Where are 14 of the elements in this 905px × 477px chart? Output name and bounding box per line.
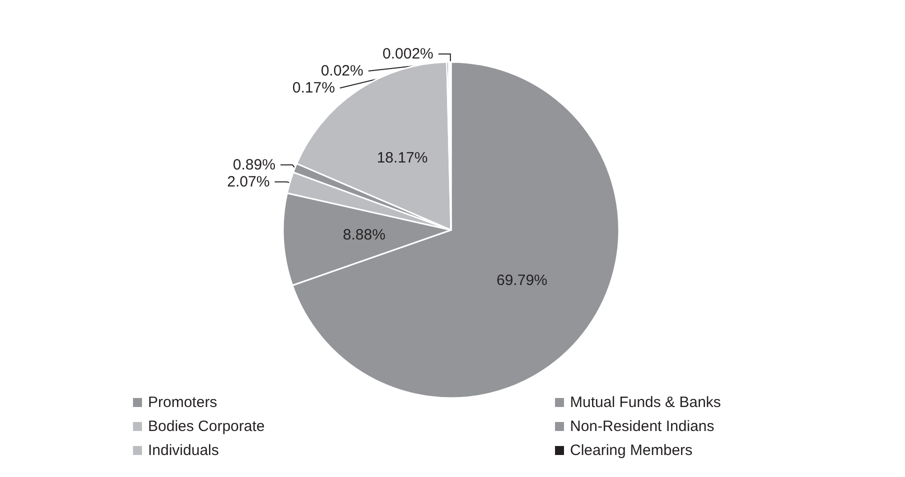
data-label: 2.07%	[227, 173, 270, 190]
data-label: 18.17%	[376, 149, 428, 166]
legend-label: Non-Resident Indians	[570, 418, 714, 435]
data-label: 69.79%	[496, 272, 548, 289]
data-label: 0.17%	[292, 80, 335, 96]
data-label: 8.88%	[342, 226, 386, 244]
data-label: 0.002%	[382, 46, 434, 62]
legend-label: Promoters	[148, 394, 218, 411]
data-label: 0.02%	[320, 62, 364, 80]
legend-label: Individuals	[148, 442, 219, 459]
legend-label: Bodies Corporate	[148, 418, 265, 435]
data-label: 0.89%	[232, 156, 276, 174]
legend-label: Clearing Members	[570, 442, 693, 459]
legend-label: Mutual Funds & Banks	[570, 394, 721, 411]
